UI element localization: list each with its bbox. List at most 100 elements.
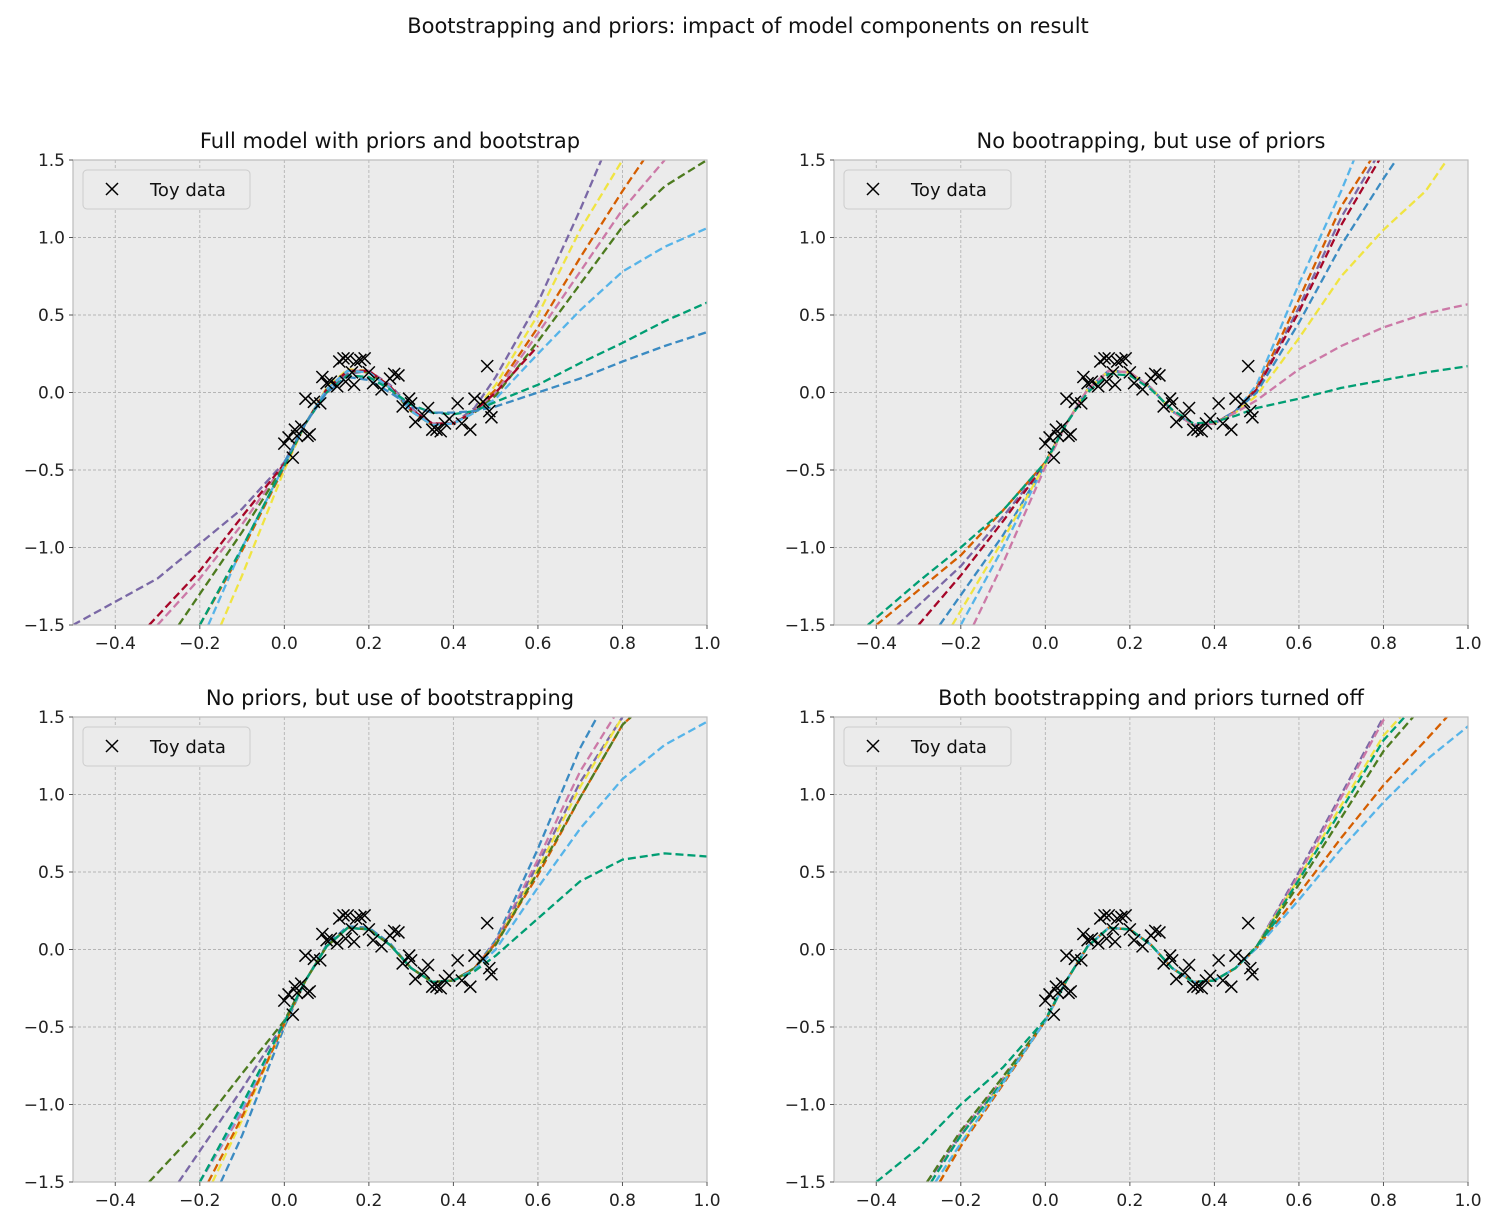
- x-tick-label: −0.4: [856, 1191, 897, 1211]
- panel-4: −0.4 −0.2 0.0 0.2 0.4 0.6 0.8 1.0 −1.5 −1.0 −0.5 0.…: [785, 686, 1482, 1211]
- y-tick-label: −1.5: [785, 1173, 826, 1193]
- toy-data-point: [1100, 375, 1114, 389]
- toy-data-point: [358, 351, 372, 365]
- toy-data-point: [1157, 399, 1171, 413]
- x-tick-label: 1.0: [693, 634, 720, 654]
- toy-data-point: [286, 1008, 300, 1022]
- legend-marker: [866, 739, 880, 753]
- toy-data-point: [429, 423, 444, 437]
- toy-data-point: [1237, 952, 1251, 966]
- y-tick-label: 0.5: [38, 306, 65, 326]
- toy-data-point: [1114, 353, 1128, 367]
- toy-data-point: [1224, 423, 1238, 437]
- toy-data-point: [387, 924, 401, 938]
- toy-data-point: [402, 392, 416, 406]
- toy-data-point: [1245, 410, 1259, 424]
- legend: Toy data: [843, 169, 1012, 210]
- x-tick-label: −0.4: [95, 634, 136, 654]
- toy-data-point: [1165, 953, 1179, 967]
- toy-data-point: [455, 973, 469, 988]
- toy-data-point: [1038, 994, 1052, 1008]
- toy-data-point: [366, 933, 380, 947]
- toy-data-point: [1108, 378, 1122, 392]
- toy-data-point: [1178, 409, 1192, 423]
- toy-data-point: [1216, 416, 1230, 431]
- toy-data-point: [480, 916, 494, 930]
- x-tick-label: 0.0: [1032, 1191, 1059, 1211]
- toy-data-point: [1237, 395, 1251, 409]
- toy-data-point: [1169, 415, 1183, 429]
- toy-data-point: [404, 396, 418, 410]
- toy-data-point: [404, 953, 418, 967]
- toy-data-point: [282, 430, 296, 444]
- y-tick-label: 0.0: [799, 941, 826, 961]
- toy-data-point: [1178, 966, 1192, 980]
- panel-title: Full model with priors and bootstrap: [200, 129, 580, 153]
- toy-data-point: [1119, 908, 1133, 922]
- x-tick-label: 0.2: [355, 1191, 382, 1211]
- legend-marker: [105, 182, 119, 196]
- y-tick-label: 1.0: [38, 229, 65, 249]
- toy-data-point: [1216, 973, 1230, 988]
- toy-data-point: [375, 939, 389, 953]
- toy-data-point: [349, 911, 363, 926]
- toy-data-point: [408, 415, 422, 429]
- toy-data-point: [1081, 933, 1095, 947]
- toy-data-point: [1047, 1008, 1061, 1022]
- toy-data-point: [345, 922, 359, 936]
- toy-data-point: [315, 927, 329, 941]
- toy-data-markers: [277, 351, 498, 465]
- toy-data-point: [341, 351, 355, 365]
- toy-data-point: [396, 956, 410, 970]
- toy-data-point: [362, 365, 376, 379]
- toy-data-point: [1165, 396, 1179, 410]
- x-tick-label: 0.0: [271, 634, 298, 654]
- series-group: [875, 717, 1468, 1182]
- toy-data-point: [451, 396, 465, 410]
- toy-data-point: [1076, 370, 1090, 384]
- toy-data-point: [1182, 958, 1196, 972]
- toy-data-point: [1212, 953, 1226, 967]
- series-line-fit-5: [177, 160, 707, 625]
- x-tick-label: 1.0: [693, 1191, 720, 1211]
- x-tick-label: −0.4: [95, 1191, 136, 1211]
- toy-data-point: [425, 423, 439, 437]
- toy-data-point: [1228, 949, 1243, 963]
- toy-data-point: [347, 378, 361, 392]
- toy-data-point: [1100, 932, 1114, 946]
- toy-data-point: [1148, 924, 1162, 938]
- toy-data-point: [391, 368, 405, 382]
- toy-data-point: [1059, 949, 1074, 963]
- y-tick-label: −1.0: [785, 1096, 826, 1116]
- toy-data-point: [290, 986, 304, 1000]
- toy-data-point: [1076, 927, 1090, 941]
- x-tick-label: −0.4: [856, 634, 897, 654]
- toy-data-point: [476, 395, 490, 409]
- toy-data-point: [1195, 424, 1209, 438]
- toy-data-point: [290, 429, 304, 443]
- toy-data-point: [1148, 367, 1162, 381]
- toy-data-point: [1106, 922, 1120, 936]
- toy-data-point: [1203, 969, 1217, 983]
- x-tick-label: 0.4: [1201, 1191, 1228, 1211]
- y-tick-label: 0.0: [38, 384, 65, 404]
- toy-data-point: [391, 925, 405, 939]
- toy-data-point: [442, 412, 456, 426]
- toy-data-point: [324, 375, 338, 389]
- toy-data-point: [298, 949, 312, 963]
- panel-title: Both bootstrapping and priors turned off: [938, 686, 1364, 710]
- legend: Toy data: [82, 726, 251, 767]
- y-tick-label: −0.5: [24, 461, 65, 481]
- x-tick-label: 1.0: [1454, 1191, 1481, 1211]
- toy-data-point: [1241, 359, 1255, 373]
- x-tick-label: 0.6: [524, 634, 551, 654]
- toy-data-point: [1085, 375, 1099, 389]
- x-tick-label: −0.2: [179, 634, 220, 654]
- toy-data-point: [339, 932, 353, 946]
- toy-data-point: [1245, 967, 1259, 981]
- toy-data-point: [1043, 430, 1057, 444]
- x-tick-label: 1.0: [1454, 634, 1481, 654]
- toy-data-point: [1119, 351, 1133, 365]
- x-tick-label: 0.6: [1285, 1191, 1312, 1211]
- y-tick-label: 1.5: [38, 151, 65, 171]
